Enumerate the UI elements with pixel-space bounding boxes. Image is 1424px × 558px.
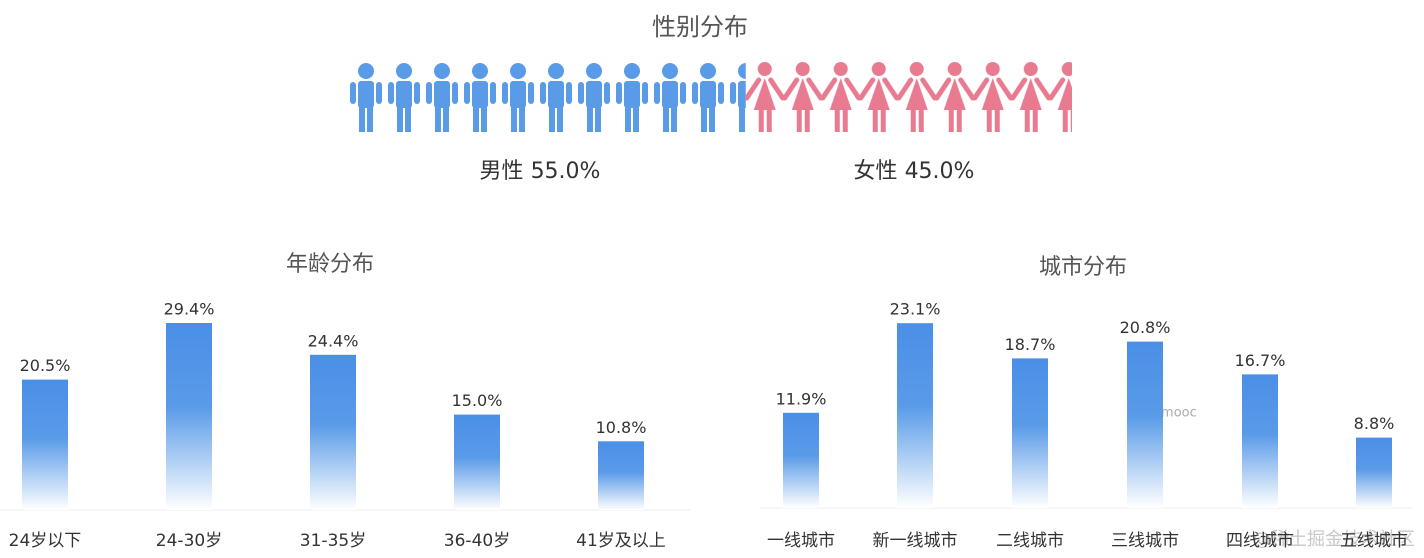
value-label: 10.8%	[596, 418, 647, 437]
value-label: 18.7%	[1005, 335, 1056, 354]
x-tick-label: 31-35岁	[300, 531, 366, 551]
chart-title: 城市分布	[1039, 255, 1127, 280]
x-tick-label: 新一线城市	[873, 531, 958, 551]
bar	[310, 354, 356, 510]
bar	[598, 441, 644, 510]
x-tick-label: 四线城市	[1226, 531, 1294, 551]
bar	[1356, 437, 1392, 508]
x-tick-label: 36-40岁	[444, 531, 510, 551]
x-tick-label: 24岁以下	[9, 531, 82, 551]
bar	[897, 323, 933, 508]
x-tick-label: 41岁及以上	[576, 531, 666, 551]
value-label: 23.1%	[890, 300, 941, 319]
x-tick-label: 三线城市	[1111, 531, 1179, 551]
gender-label: 女性 45.0%	[854, 159, 975, 184]
bar	[783, 412, 819, 508]
value-label: 55.0%	[531, 159, 601, 184]
value-label: 16.7%	[1235, 351, 1286, 370]
value-label: 8.8%	[1354, 414, 1395, 433]
x-tick-label: 一线城市	[767, 531, 835, 551]
bar	[166, 323, 212, 510]
pictograph-segment	[745, 60, 1072, 132]
value-label: 20.5%	[20, 356, 71, 375]
bar	[1127, 341, 1163, 508]
bar	[1242, 374, 1278, 508]
bar	[1012, 358, 1048, 508]
value-label: 20.8%	[1120, 318, 1171, 337]
chart-title: 性别分布	[652, 13, 748, 41]
chart-title: 年龄分布	[286, 252, 374, 277]
x-tick-label: 二线城市	[996, 531, 1064, 551]
watermark: @稀土掘金技术社区	[1253, 529, 1415, 550]
category-label: 女性	[854, 159, 898, 184]
value-label: 15.0%	[452, 391, 503, 410]
value-label: 24.4%	[308, 331, 359, 350]
value-label: 29.4%	[164, 300, 215, 319]
bar	[22, 379, 68, 510]
value-label: 11.9%	[776, 389, 827, 408]
watermark: Imooc	[1157, 406, 1197, 421]
value-label: 45.0%	[905, 159, 975, 184]
gender-label: 男性 55.0%	[480, 159, 601, 184]
x-tick-label: 24-30岁	[156, 531, 222, 551]
bar	[454, 414, 500, 510]
pictograph-segment	[347, 60, 746, 132]
x-tick-label: 五线城市	[1340, 531, 1408, 551]
category-label: 男性	[480, 159, 524, 184]
